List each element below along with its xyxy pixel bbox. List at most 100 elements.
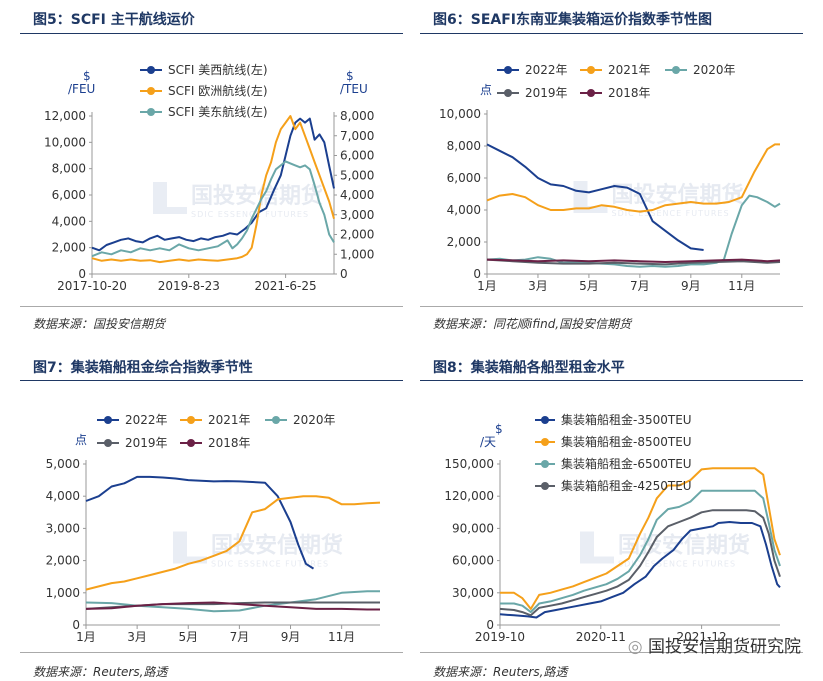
c7-ytick-label: 2,000 <box>46 554 80 568</box>
c6-series-line-0 <box>486 143 704 251</box>
chart7-title: 图7：集装箱船租金综合指数季节性 <box>33 360 253 376</box>
footer-brand-text: 国投安信期货研究院 <box>648 637 801 657</box>
c7-series-line-1 <box>85 495 381 591</box>
c6-legend-swatch-dot <box>587 89 595 97</box>
c5-ylabel-right: $ <box>346 69 354 83</box>
c8-series-line-2 <box>500 489 781 614</box>
c5-ytick-label: 8,000 <box>52 162 86 176</box>
c5-ylabel-left: $ <box>83 69 91 83</box>
c7-legend-swatch-dot <box>187 416 195 424</box>
c5-series-line-2 <box>91 160 335 258</box>
c7-legend-label: 2019年 <box>125 436 168 450</box>
watermark-logo-base-2 <box>173 556 207 564</box>
c7-legend-label: 2021年 <box>208 413 251 427</box>
watermark-en-0: SDIC ESSENCE FUTURES <box>191 210 309 219</box>
c8-ytick-label: 120,000 <box>444 489 494 503</box>
c6-legend-swatch-dot <box>672 66 680 74</box>
chart8-bottom-rule <box>420 652 803 653</box>
c5-ytick-right-label: 2,000 <box>340 228 374 242</box>
c8-series-line-3 <box>499 509 781 617</box>
c8-ytick-label: 90,000 <box>452 521 494 535</box>
c7-legend-swatch-dot <box>272 416 280 424</box>
c5-legend-label: SCFI 美西航线(左) <box>168 62 268 77</box>
c7-legend-label: 2020年 <box>293 413 336 427</box>
c5-ytick-right-label: 1,000 <box>340 247 374 261</box>
c5-xtick-label: 2021-6-25 <box>255 279 317 293</box>
chart5-title: 图5：SCFI 主干航线运价 <box>33 12 195 28</box>
c5-ytick-label: 10,000 <box>44 135 86 149</box>
watermark-en-3: SDIC ESSENCE FUTURES <box>618 560 736 569</box>
c7-series-line-4 <box>85 601 380 611</box>
c6-xtick-label: 1月 <box>477 279 497 293</box>
c5-ylabel-left: /FEU <box>68 82 95 96</box>
c5-legend-swatch-dot <box>147 66 155 74</box>
c5-ytick-right-label: 3,000 <box>340 208 374 222</box>
c7-ytick-label: 3,000 <box>46 521 80 535</box>
c8-ylabel-left: $ <box>495 422 503 436</box>
c6-ylabel-left: 点 <box>480 83 492 97</box>
c5-ytick-right-label: 6,000 <box>340 149 374 163</box>
watermark-logo-bar-0 <box>153 182 167 214</box>
c7-series-line-0 <box>85 475 315 570</box>
chart6-title: 图6：SEAFI东南亚集装箱运价指数季节性图 <box>433 12 712 28</box>
chart5-top-rule <box>20 33 403 34</box>
c8-ytick-label: 150,000 <box>444 457 494 471</box>
wechat-icon: ◎ <box>627 637 643 657</box>
c6-xtick-label: 9月 <box>681 279 701 293</box>
c5-series-line-0 <box>91 117 335 252</box>
c5-legend-swatch-dot <box>147 108 155 116</box>
chart8-title: 图8：集装箱船各船型租金水平 <box>433 360 625 376</box>
c5-ytick-right-label: 0 <box>340 267 348 281</box>
c6-ytick-label: 6,000 <box>447 171 481 185</box>
c6-series-line-4 <box>486 258 781 263</box>
c7-legend-label: 2018年 <box>208 436 251 450</box>
chart6-bottom-rule <box>420 306 803 307</box>
c7-xtick-label: 5月 <box>178 630 198 644</box>
chart5-bottom-rule <box>20 306 403 307</box>
footer-brand: ◎ 国投安信期货研究院 <box>628 632 801 657</box>
c6-legend-label: 2020年 <box>693 63 736 77</box>
c6-legend-swatch-dot <box>587 66 595 74</box>
c6-ytick-label: 8,000 <box>447 139 481 153</box>
watermark-logo-bar-2 <box>173 531 187 564</box>
c6-series-line-1 <box>486 143 780 213</box>
c7-legend-swatch-dot <box>104 416 112 424</box>
watermark-en-2: SDIC ESSENCE FUTURES <box>211 560 329 569</box>
c8-legend-label: 集装箱船租金-8500TEU <box>561 434 692 449</box>
c6-legend-label: 2018年 <box>608 86 651 100</box>
c6-ytick-label: 0 <box>473 267 481 281</box>
c5-ytick-label: 4,000 <box>52 214 86 228</box>
c5-ytick-label: 2,000 <box>52 241 86 255</box>
c6-legend-label: 2019年 <box>525 86 568 100</box>
watermark-en-1: SDIC ESSENCE FUTURES <box>612 209 730 218</box>
c8-legend-label: 集装箱船租金-4250TEU <box>561 478 692 493</box>
c5-legend-label: SCFI 欧洲航线(左) <box>168 83 268 98</box>
chart6-top-rule <box>420 33 803 34</box>
chart8-top-rule <box>420 380 803 381</box>
c6-xtick-label: 5月 <box>579 279 599 293</box>
c7-ytick-label: 5,000 <box>46 457 80 471</box>
c7-xtick-label: 1月 <box>76 630 96 644</box>
c5-legend-label: SCFI 美东航线(左) <box>168 104 268 119</box>
c5-ylabel-right: /TEU <box>340 82 368 96</box>
c8-xtick-label: 2019-10 <box>475 630 525 644</box>
watermark-logo-bar-3 <box>580 531 594 564</box>
c5-series-line-1 <box>91 115 335 264</box>
c8-legend-label: 集装箱船租金-3500TEU <box>561 412 692 427</box>
watermark-logo-base-1 <box>573 206 608 213</box>
watermark-logo-base-0 <box>153 207 187 214</box>
c8-ytick-label: 30,000 <box>452 586 494 600</box>
c8-legend-swatch-dot <box>541 416 549 424</box>
c6-series-line-3 <box>486 258 781 266</box>
c8-xtick-label: 2020-11 <box>576 630 626 644</box>
c6-xtick-label: 11月 <box>728 279 755 293</box>
c5-ytick-right-label: 4,000 <box>340 188 374 202</box>
watermark-logo-bar-1 <box>573 181 588 213</box>
c5-legend-swatch-dot <box>147 87 155 95</box>
chart6-source: 数据来源：同花顺ifind,国投安信期货 <box>433 317 632 331</box>
c6-legend-label: 2021年 <box>608 63 651 77</box>
